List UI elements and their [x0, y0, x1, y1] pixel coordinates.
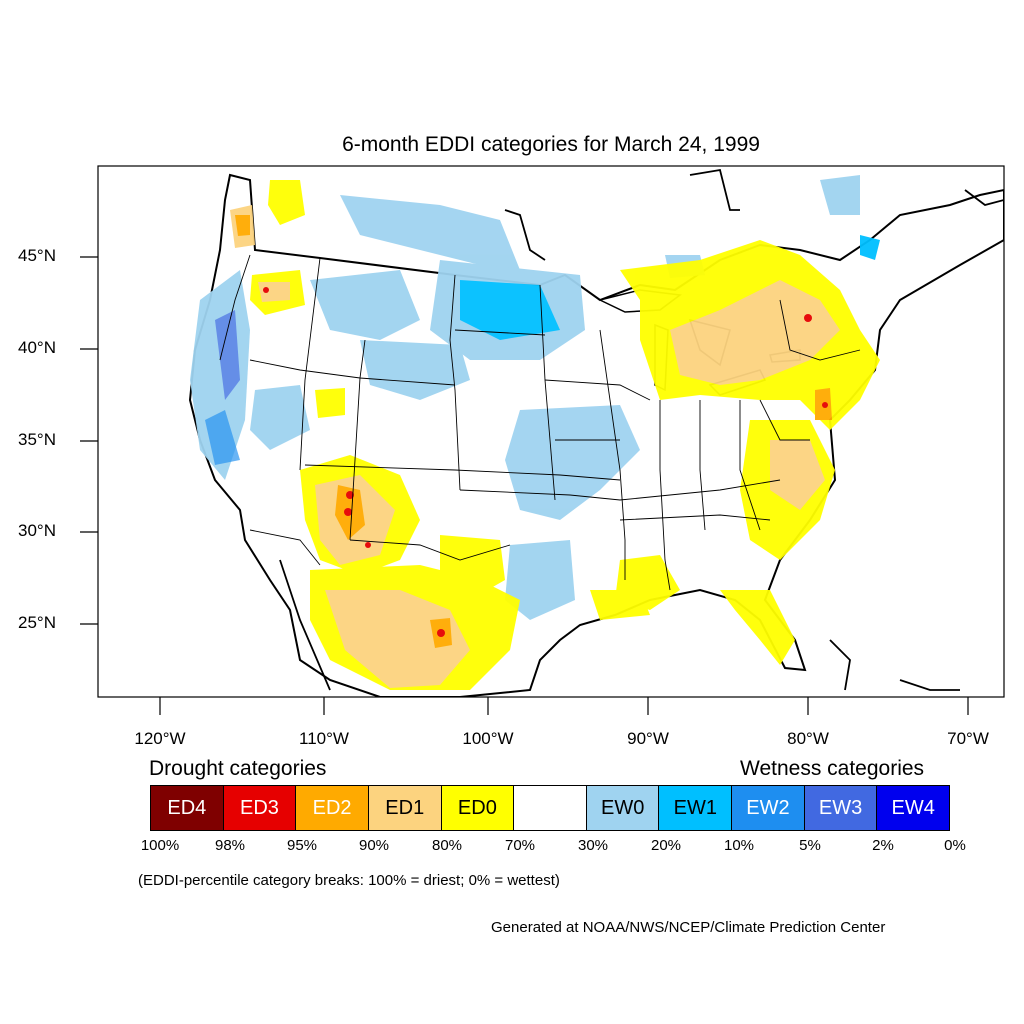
- map-frame: [97, 165, 1005, 698]
- break-label: 90%: [358, 837, 390, 854]
- lon-label-80w: 80°W: [787, 729, 829, 748]
- lat-label-30: 30°N: [18, 521, 56, 540]
- break-label: 80%: [431, 837, 463, 854]
- lon-label-100w: 100°W: [462, 729, 514, 748]
- break-label: 0%: [944, 837, 966, 854]
- legend-ed4: ED4: [151, 786, 224, 830]
- break-label: 20%: [650, 837, 682, 854]
- break-label: 70%: [504, 837, 536, 854]
- lon-label-110w: 110°W: [299, 729, 349, 748]
- lat-label-45: 45°N: [18, 246, 56, 265]
- break-label: 5%: [799, 837, 821, 854]
- legend-normal: [514, 786, 587, 830]
- wetness-areas: [190, 175, 880, 620]
- legend-ed1: ED1: [368, 786, 442, 830]
- lat-label-40: 40°N: [18, 338, 56, 357]
- legend-ew3: EW3: [804, 786, 878, 830]
- legend-ed0: ED0: [441, 786, 515, 830]
- break-label: 98%: [214, 837, 246, 854]
- state-boundaries: [219, 254, 861, 591]
- category-legend: ED4 ED3 ED2 ED1 ED0 EW0 EW1 EW2 EW3 EW4: [150, 785, 950, 831]
- legend-ew0: EW0: [586, 786, 660, 830]
- break-label: 2%: [872, 837, 894, 854]
- break-label: 30%: [577, 837, 609, 854]
- legend-ew4: EW4: [877, 786, 950, 830]
- drought-heading: Drought categories: [149, 757, 327, 780]
- category-note: (EDDI-percentile category breaks: 100% =…: [138, 872, 560, 889]
- legend-ed3: ED3: [223, 786, 297, 830]
- lat-label-35: 35°N: [18, 430, 56, 449]
- map-title: 6-month EDDI categories for March 24, 19…: [342, 133, 760, 156]
- legend-ew2: EW2: [732, 786, 805, 830]
- lon-label-120w: 120°W: [134, 729, 186, 748]
- lat-label-25: 25°N: [18, 613, 56, 632]
- lon-label-90w: 90°W: [627, 729, 669, 748]
- drought-areas: [230, 180, 880, 690]
- coastlines: [279, 168, 1004, 691]
- wetness-heading: Wetness categories: [740, 757, 925, 780]
- break-label: 100%: [140, 837, 180, 854]
- legend-ed2: ED2: [296, 786, 369, 830]
- break-label: 10%: [723, 837, 755, 854]
- lon-label-70w: 70°W: [947, 729, 989, 748]
- tick-marks: [80, 256, 969, 715]
- credit-line: Generated at NOAA/NWS/NCEP/Climate Predi…: [491, 919, 886, 936]
- break-label: 95%: [286, 837, 318, 854]
- legend-ew1: EW1: [659, 786, 733, 830]
